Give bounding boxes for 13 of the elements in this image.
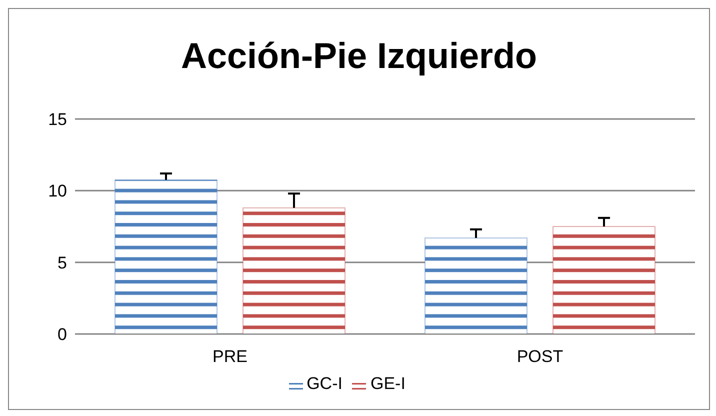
legend-label: GE-I <box>370 374 406 393</box>
x-tick-label: PRE <box>212 347 248 366</box>
x-tick-label: POST <box>516 347 564 366</box>
legend-label: GC-I <box>306 374 342 393</box>
bar <box>114 179 218 334</box>
y-tick-label: 15 <box>48 110 67 130</box>
bar <box>552 226 656 334</box>
y-tick-label: 5 <box>58 253 67 272</box>
y-tick-label: 10 <box>48 182 67 201</box>
y-tick-label: 0 <box>58 325 67 344</box>
bar <box>242 207 346 334</box>
bar <box>424 237 528 334</box>
chart-title: Acción-Pie Izquierdo <box>180 35 538 77</box>
